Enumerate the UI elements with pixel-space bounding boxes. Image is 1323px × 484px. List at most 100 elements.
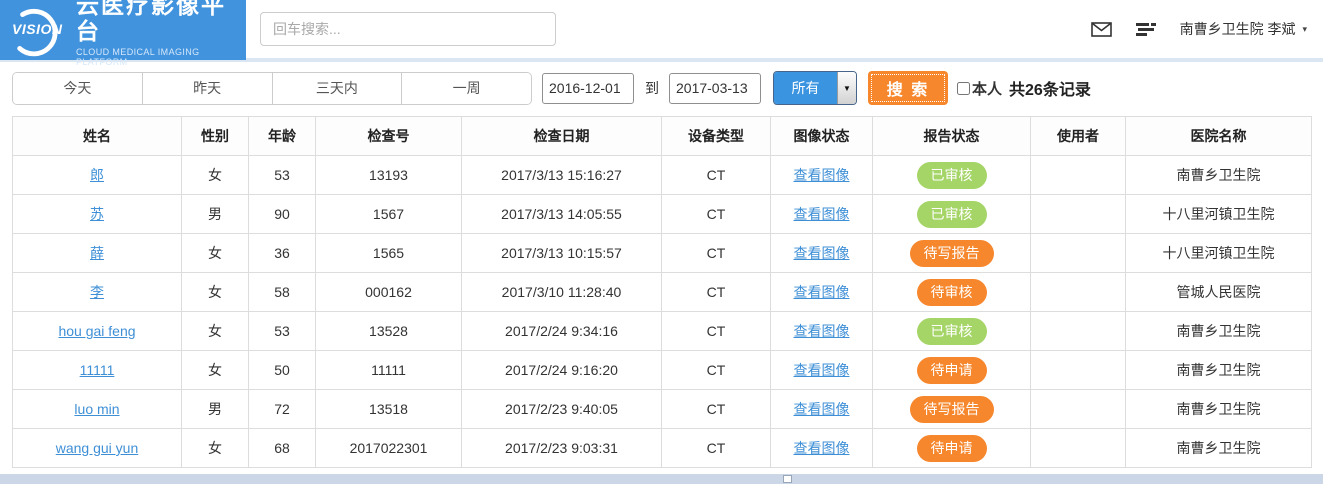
view-image-link[interactable]: 查看图像 bbox=[793, 245, 850, 261]
cell-device-type: CT bbox=[661, 272, 771, 312]
patient-name-link[interactable]: 薛 bbox=[90, 245, 104, 261]
view-image-link[interactable]: 查看图像 bbox=[793, 401, 850, 417]
cell-user bbox=[1030, 194, 1126, 234]
range-week-button[interactable]: 一周 bbox=[402, 72, 531, 104]
cell-name: luo min bbox=[12, 389, 182, 429]
range-yesterday-button[interactable]: 昨天 bbox=[142, 72, 273, 104]
patient-name-link[interactable]: 郎 bbox=[90, 167, 104, 183]
cell-gender: 女 bbox=[181, 155, 249, 195]
cell-name: 11111 bbox=[12, 350, 182, 390]
view-image-link[interactable]: 查看图像 bbox=[793, 323, 850, 339]
list-icon[interactable] bbox=[1135, 22, 1156, 37]
self-only-checkbox[interactable] bbox=[957, 81, 970, 95]
date-to-label: 到 bbox=[645, 80, 659, 96]
cell-age: 68 bbox=[248, 428, 316, 468]
cell-user bbox=[1030, 389, 1126, 429]
patient-name-link[interactable]: 苏 bbox=[90, 206, 104, 222]
report-status-badge: 待申请 bbox=[916, 434, 987, 462]
cell-age: 50 bbox=[248, 350, 316, 390]
date-from-input[interactable] bbox=[542, 72, 634, 104]
view-image-link[interactable]: 查看图像 bbox=[793, 440, 850, 456]
scrollbar-thumb[interactable] bbox=[783, 475, 792, 483]
cell-exam-date: 2017/2/24 9:34:16 bbox=[461, 311, 662, 351]
table-row: hou gai feng 女 53 13528 2017/2/24 9:34:1… bbox=[12, 311, 1312, 351]
select-arrow-icon: ▼ bbox=[837, 72, 856, 104]
cell-exam-date: 2017/3/13 15:16:27 bbox=[461, 155, 662, 195]
cell-device-type: CT bbox=[661, 311, 771, 351]
user-name: 南曹乡卫生院 李斌 bbox=[1179, 21, 1296, 37]
search-button[interactable]: 搜 索 bbox=[868, 71, 948, 105]
cell-gender: 男 bbox=[181, 389, 249, 429]
view-image-link[interactable]: 查看图像 bbox=[793, 206, 850, 222]
mail-icon[interactable] bbox=[1090, 21, 1112, 37]
type-select[interactable]: 所有 ▼ bbox=[773, 71, 857, 105]
filter-bar: 今天 昨天 三天内 一周 到 所有 ▼ 搜 索 本人 共26条记录 bbox=[0, 62, 1323, 116]
cell-device-type: CT bbox=[661, 194, 771, 234]
cell-report-status: 待写报告 bbox=[872, 233, 1031, 273]
record-count: 共26条记录 bbox=[1009, 82, 1091, 99]
cell-age: 53 bbox=[248, 311, 316, 351]
cell-report-status: 待申请 bbox=[872, 350, 1031, 390]
view-image-link[interactable]: 查看图像 bbox=[793, 167, 850, 183]
cell-age: 53 bbox=[248, 155, 316, 195]
app-subtitle: CLOUD MEDICAL IMAGING PLATFORM bbox=[76, 46, 200, 67]
cell-report-status: 已审核 bbox=[872, 155, 1031, 195]
patient-name-link[interactable]: wang gui yun bbox=[55, 440, 139, 456]
col-header-image-status: 图像状态 bbox=[770, 116, 873, 156]
cell-exam-date: 2017/3/13 14:05:55 bbox=[461, 194, 662, 234]
cell-exam-no: 11111 bbox=[315, 350, 462, 390]
cell-exam-no: 000162 bbox=[315, 272, 462, 312]
cell-age: 58 bbox=[248, 272, 316, 312]
search-input[interactable] bbox=[260, 12, 556, 46]
cell-exam-no: 1567 bbox=[315, 194, 462, 234]
cell-report-status: 待审核 bbox=[872, 272, 1031, 312]
user-menu[interactable]: 南曹乡卫生院 李斌 ▾ bbox=[1180, 19, 1307, 39]
cell-hospital: 南曹乡卫生院 bbox=[1125, 389, 1312, 429]
cell-age: 72 bbox=[248, 389, 316, 429]
cell-hospital: 南曹乡卫生院 bbox=[1125, 311, 1312, 351]
table-row: 苏 男 90 1567 2017/3/13 14:05:55 CT 查看图像 已… bbox=[12, 194, 1312, 234]
logo-swoosh-icon bbox=[17, 8, 58, 57]
patient-name-link[interactable]: hou gai feng bbox=[58, 323, 136, 339]
self-only-label: 本人 bbox=[972, 80, 1003, 98]
view-image-link[interactable]: 查看图像 bbox=[793, 284, 850, 300]
col-header-report-status: 报告状态 bbox=[872, 116, 1031, 156]
cell-hospital: 南曹乡卫生院 bbox=[1125, 350, 1312, 390]
date-to-input[interactable] bbox=[669, 72, 761, 104]
cell-image-status: 查看图像 bbox=[770, 194, 873, 234]
cell-hospital: 南曹乡卫生院 bbox=[1125, 155, 1312, 195]
cell-user bbox=[1030, 155, 1126, 195]
cell-image-status: 查看图像 bbox=[770, 272, 873, 312]
view-image-link[interactable]: 查看图像 bbox=[793, 362, 850, 378]
table-row: 11111 女 50 11111 2017/2/24 9:16:20 CT 查看… bbox=[12, 350, 1312, 390]
cell-report-status: 待写报告 bbox=[872, 389, 1031, 429]
report-status-badge: 待写报告 bbox=[909, 239, 994, 267]
patient-name-link[interactable]: 11111 bbox=[79, 362, 115, 378]
col-header-user: 使用者 bbox=[1030, 116, 1126, 156]
cell-name: hou gai feng bbox=[12, 311, 182, 351]
logo-brand-text: VISION bbox=[12, 21, 63, 37]
table-body: 郎 女 53 13193 2017/3/13 15:16:27 CT 查看图像 … bbox=[12, 155, 1312, 468]
cell-name: 李 bbox=[12, 272, 182, 312]
cell-gender: 女 bbox=[181, 311, 249, 351]
cell-gender: 女 bbox=[181, 272, 249, 312]
cell-gender: 男 bbox=[181, 194, 249, 234]
caret-down-icon: ▾ bbox=[1302, 23, 1307, 34]
cell-image-status: 查看图像 bbox=[770, 428, 873, 468]
col-header-name: 姓名 bbox=[12, 116, 182, 156]
patient-name-link[interactable]: luo min bbox=[74, 401, 120, 417]
patient-name-link[interactable]: 李 bbox=[90, 284, 104, 300]
cell-device-type: CT bbox=[661, 155, 771, 195]
table-row: 薛 女 36 1565 2017/3/13 10:15:57 CT 查看图像 待… bbox=[12, 233, 1312, 273]
range-3days-button[interactable]: 三天内 bbox=[272, 72, 403, 104]
app-logo-block: VISION 云医疗影像平台 CLOUD MEDICAL IMAGING PLA… bbox=[0, 0, 246, 67]
range-today-button[interactable]: 今天 bbox=[13, 72, 143, 104]
cell-user bbox=[1030, 272, 1126, 312]
horizontal-scrollbar[interactable] bbox=[0, 474, 1323, 484]
col-header-gender: 性别 bbox=[181, 116, 249, 156]
report-status-badge: 待写报告 bbox=[909, 395, 994, 423]
cell-exam-date: 2017/3/13 10:15:57 bbox=[461, 233, 662, 273]
cell-user bbox=[1030, 428, 1126, 468]
col-header-device-type: 设备类型 bbox=[661, 116, 771, 156]
cell-hospital: 管城人民医院 bbox=[1125, 272, 1312, 312]
